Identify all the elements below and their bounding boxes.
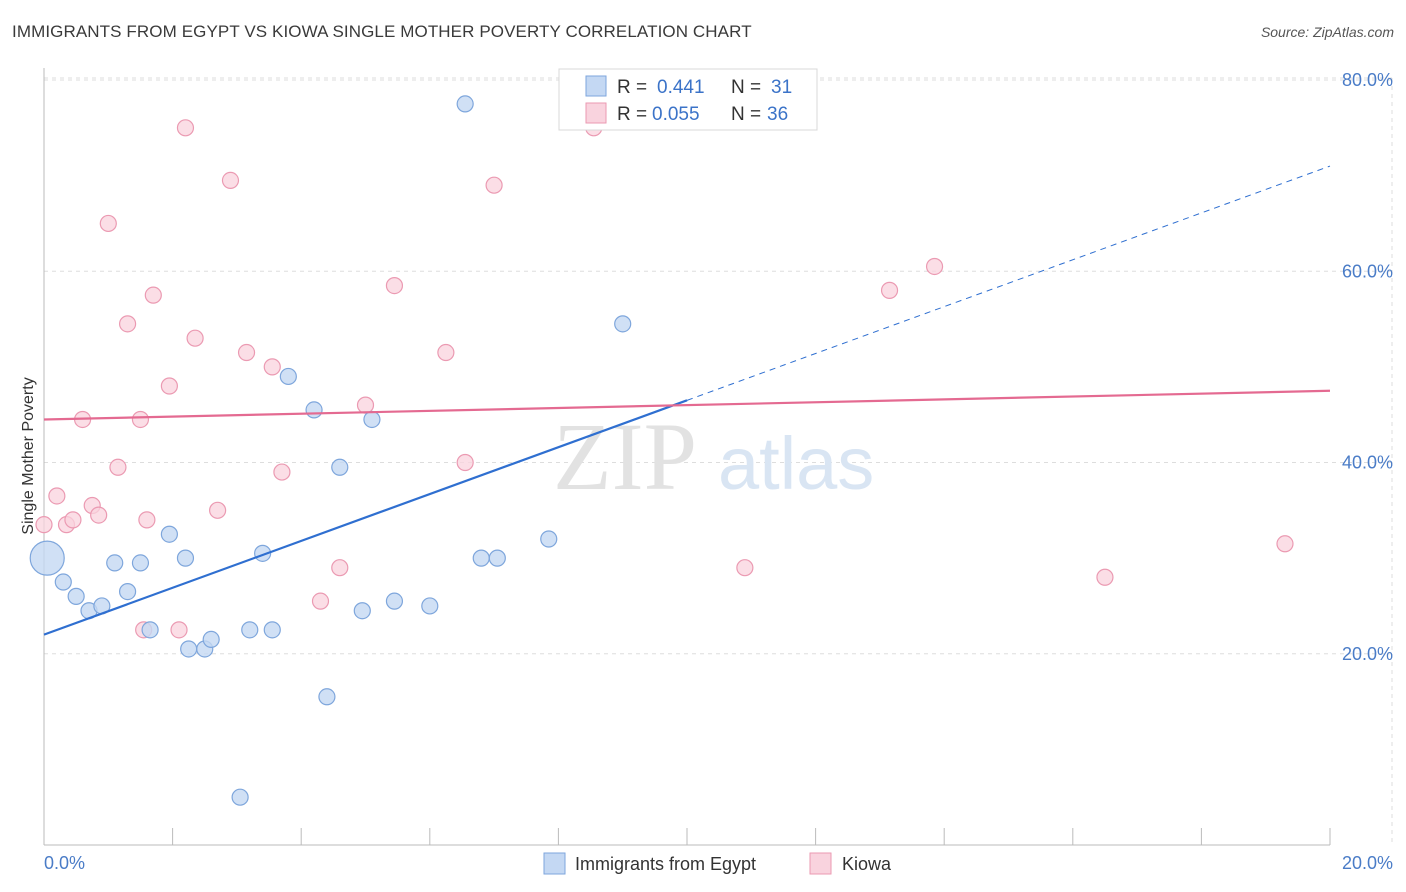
kiowa-point: [138, 511, 156, 529]
kiowa-point: [144, 286, 162, 304]
trend-lines: [43, 165, 1331, 636]
bottom-legend-egypt-swatch: [543, 852, 566, 875]
bottom-legend-kiowa-swatch: [809, 852, 832, 875]
egypt-point: [472, 549, 490, 567]
egypt-point: [160, 525, 178, 543]
egypt-point: [231, 788, 249, 806]
egypt-point: [141, 621, 159, 639]
kiowa-point: [331, 559, 349, 577]
chart-title: IMMIGRANTS FROM EGYPT VS KIOWA SINGLE MO…: [12, 22, 752, 41]
egypt-r-value: 0.441: [657, 77, 705, 98]
x-tick-label: 0.0%: [44, 853, 85, 873]
kiowa-point: [90, 506, 108, 524]
kiowa-point: [48, 487, 66, 505]
kiowa-point: [209, 501, 227, 519]
bottom-legend: Immigrants from Egypt Kiowa: [543, 852, 892, 875]
egypt-point: [29, 540, 65, 576]
egypt-point: [318, 688, 336, 706]
egypt-point: [279, 367, 297, 386]
kiowa-point: [176, 119, 195, 137]
kiowa-point: [160, 377, 178, 395]
kiowa-point: [925, 257, 944, 276]
kiowa-n-value: 36: [767, 104, 788, 125]
kiowa-n-label: N =: [731, 104, 761, 125]
egypt-point: [353, 602, 371, 620]
bottom-legend-kiowa-label: Kiowa: [842, 854, 892, 874]
kiowa-point: [385, 276, 404, 295]
kiowa-point: [311, 592, 330, 610]
kiowa-point: [437, 343, 455, 362]
egypt-point: [331, 458, 349, 476]
egypt-point: [363, 410, 381, 429]
kiowa-r-value: 0.055: [652, 104, 700, 125]
egypt-point: [131, 554, 150, 572]
egypt-point: [421, 597, 439, 615]
egypt-point: [385, 592, 404, 610]
kiowa-point: [356, 396, 375, 414]
egypt-swatch: [585, 75, 607, 97]
y-tick-labels: 20.0% 40.0% 60.0% 80.0%: [1342, 70, 1393, 664]
kiowa-point: [131, 410, 150, 429]
bottom-legend-egypt-label: Immigrants from Egypt: [575, 854, 756, 874]
egypt-point: [263, 621, 281, 639]
egypt-point: [202, 630, 220, 649]
axes: [43, 68, 1331, 846]
egypt-point: [180, 640, 198, 658]
kiowa-point: [1096, 568, 1114, 586]
kiowa-point: [35, 516, 53, 534]
egypt-point: [106, 554, 124, 572]
kiowa-point: [118, 315, 137, 333]
kiowa-point: [64, 511, 82, 529]
watermark: ZIP atlas: [553, 403, 874, 510]
watermark-zip: ZIP: [553, 403, 697, 510]
egypt-point: [176, 549, 195, 567]
kiowa-point: [109, 458, 127, 476]
egypt-point: [241, 621, 259, 639]
egypt-point: [54, 573, 72, 591]
y-axis-label: Single Mother Poverty: [20, 377, 37, 534]
y-tick-label: 60.0%: [1342, 261, 1393, 281]
y-tick-label: 80.0%: [1342, 70, 1393, 90]
kiowa-point: [221, 171, 240, 190]
kiowa-point: [880, 281, 899, 299]
kiowa-point: [263, 358, 281, 376]
y-tick-label: 20.0%: [1342, 644, 1393, 664]
egypt-n-label: N =: [731, 77, 761, 98]
x-tick-labels: 0.0% 20.0%: [44, 853, 1393, 873]
source-label: Source: ZipAtlas.com: [1260, 24, 1394, 40]
kiowa-trend-line: [43, 389, 1331, 421]
egypt-n-value: 31: [771, 77, 792, 98]
egypt-point: [488, 549, 506, 567]
kiowa-point: [170, 621, 188, 639]
kiowa-point: [456, 453, 474, 472]
x-tick-label: 20.0%: [1342, 853, 1393, 873]
egypt-point: [540, 530, 558, 548]
egypt-point: [67, 587, 85, 605]
egypt-point: [118, 582, 137, 601]
kiowa-point: [273, 463, 291, 481]
kiowa-point: [99, 214, 117, 233]
kiowa-point: [237, 343, 256, 362]
kiowa-series: [35, 119, 1294, 639]
stats-legend: R = 0.441 N = 31 R = 0.055 N = 36: [558, 68, 818, 131]
egypt-point: [614, 315, 632, 333]
kiowa-r-label: R =: [617, 104, 647, 125]
egypt-point: [305, 401, 323, 419]
kiowa-swatch: [585, 102, 607, 124]
egypt-trend-line: [43, 399, 688, 636]
watermark-atlas: atlas: [718, 422, 874, 505]
egypt-series: [29, 95, 632, 806]
y-tick-label: 40.0%: [1342, 453, 1393, 473]
kiowa-point: [485, 176, 503, 194]
kiowa-point: [736, 559, 754, 577]
kiowa-point: [1276, 535, 1294, 553]
kiowa-point: [186, 329, 204, 347]
egypt-point: [456, 95, 474, 113]
egypt-r-label: R =: [617, 77, 647, 98]
egypt-trend-extension: [686, 165, 1331, 401]
